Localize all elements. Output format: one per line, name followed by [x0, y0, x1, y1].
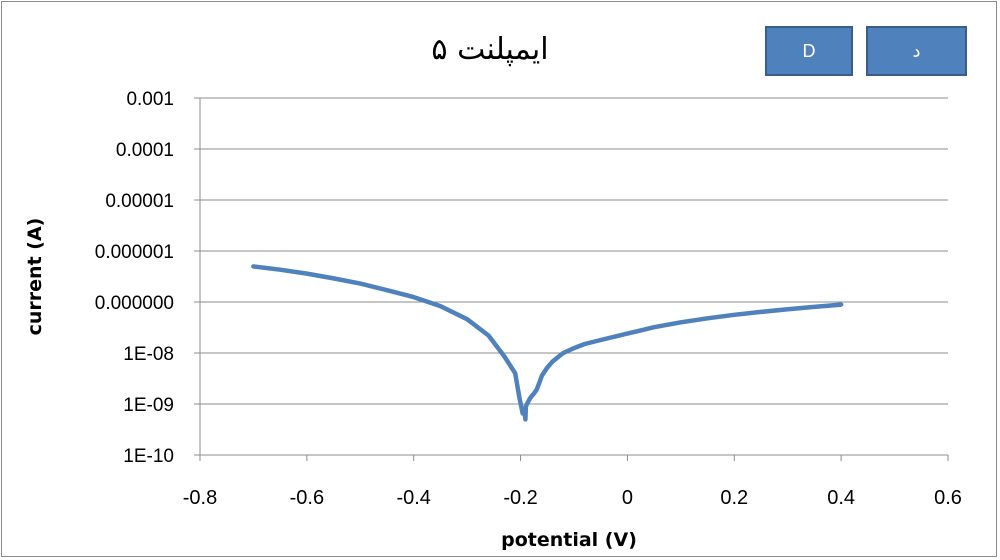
x-tick-label: -0.4 [396, 487, 430, 509]
legend-button-d[interactable]: D [765, 26, 853, 76]
gridlines [200, 97, 948, 405]
x-tick-labels: -0.8 -0.6 -0.4 -0.2 0 0.2 0.4 0.6 [183, 487, 962, 509]
y-tick-label: 1E-08 [123, 344, 174, 365]
y-tick-label: 0.001 [126, 89, 174, 110]
x-tick-label: -0.2 [503, 487, 537, 509]
chart-title: ایمپلنت ۵ [431, 32, 549, 67]
axes [194, 97, 949, 461]
x-tick-label: 0.6 [934, 487, 962, 509]
x-axis-title: potential (V) [501, 529, 637, 551]
x-tick-label: -0.6 [290, 487, 324, 509]
x-tick-label: -0.8 [183, 487, 217, 509]
x-tick-label: 0.2 [720, 487, 748, 509]
legend-button-dal[interactable]: د [866, 26, 967, 76]
y-tick-label: 1E-10 [123, 446, 174, 467]
x-tick-label: 0.4 [827, 487, 855, 509]
y-tick-label: 1E-09 [123, 395, 174, 416]
y-tick-label: 0.00001 [105, 191, 174, 212]
series-group [251, 264, 844, 422]
y-tick-label: 0.0001 [116, 140, 174, 161]
series-line-1 [251, 264, 844, 422]
y-tick-labels: 0.001 0.0001 0.00001 0.000001 0.000000 1E-08 1… [95, 89, 174, 467]
y-axis-title: current (A) [24, 218, 46, 336]
y-tick-label: 0.000000 [95, 293, 174, 314]
x-tick-label: 0 [622, 487, 633, 509]
y-tick-label: 0.000001 [95, 242, 174, 263]
